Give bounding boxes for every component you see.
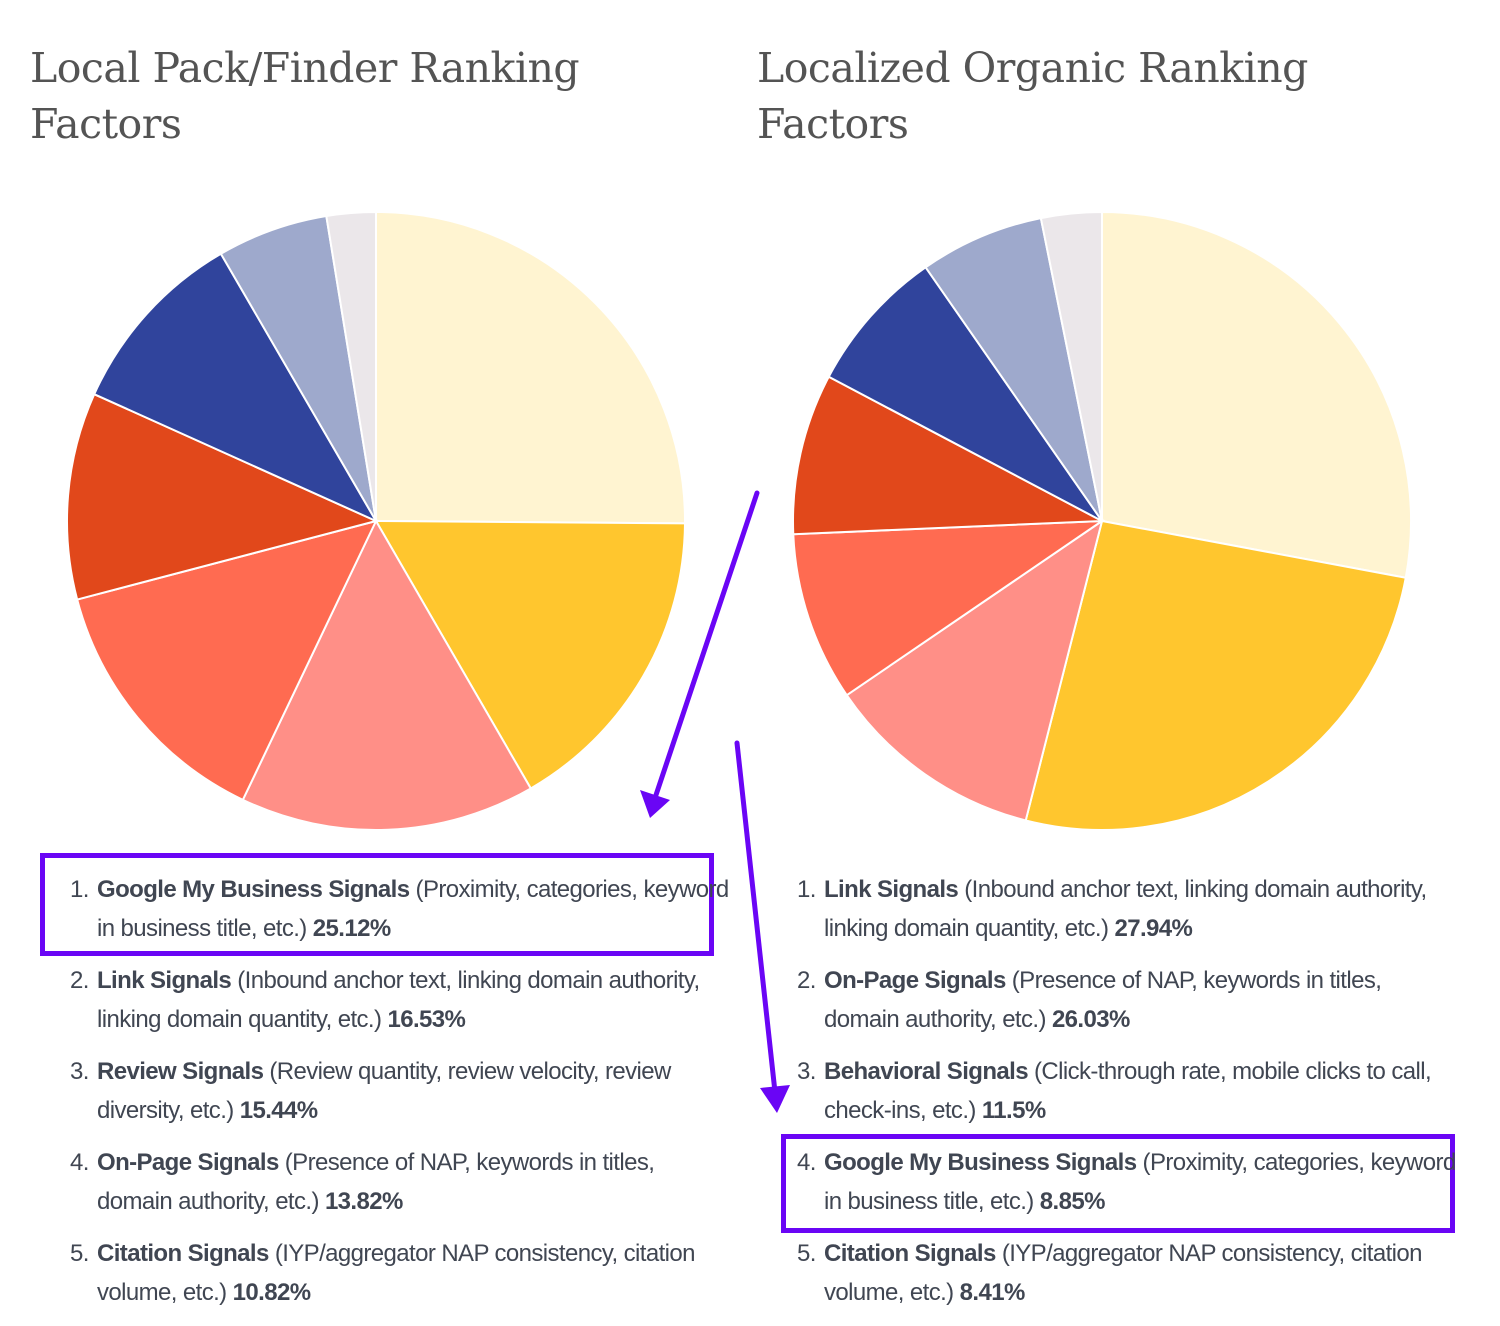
pie-slice-other-7 xyxy=(325,210,377,522)
list-item: 4. On-Page Signals (Presence of NAP, keyw… xyxy=(70,1143,730,1221)
item-desc: (Presence of NAP, keywords in titles, do… xyxy=(97,1149,655,1215)
item-name: On-Page Signals xyxy=(824,967,1006,994)
item-name: Google My Business Signals xyxy=(824,1149,1137,1176)
chart-title-local-pack: Local Pack/Finder Ranking Factors xyxy=(30,44,580,148)
item-name: Google My Business Signals xyxy=(97,876,410,903)
item-desc: (Inbound anchor text, linking domain aut… xyxy=(824,876,1427,942)
item-pct: 15.44% xyxy=(239,1097,318,1124)
list-item: 4. Google My Business Signals (Proximity,… xyxy=(797,1143,1457,1221)
list-item: 1. Google My Business Signals (Proximity,… xyxy=(70,870,730,948)
item-number: 5. xyxy=(70,1240,89,1267)
item-number: 2. xyxy=(70,967,89,994)
item-name: Behavioral Signals xyxy=(824,1058,1029,1085)
list-item: 2. On-Page Signals (Presence of NAP, keyw… xyxy=(797,961,1457,1039)
item-name: Citation Signals xyxy=(824,1240,996,1267)
list-item: 5. Citation Signals (IYP/aggregator NAP c… xyxy=(70,1234,730,1312)
pie-slice-google-my-business-signals xyxy=(792,519,1106,697)
pie-slice-link-signals xyxy=(1101,210,1412,579)
item-pct: 8.41% xyxy=(959,1279,1026,1306)
item-number: 1. xyxy=(70,876,89,903)
arrow-right xyxy=(734,740,790,1113)
pie-slice-review-signals xyxy=(241,518,533,831)
item-number: 2. xyxy=(797,967,816,994)
item-pct: 13.82% xyxy=(324,1188,403,1215)
factor-list-localized-organic: 1. Link Signals (Inbound anchor text, lin… xyxy=(797,870,1457,1325)
arrow-left xyxy=(640,490,760,818)
pie-slice-behavioral-signals xyxy=(845,518,1104,822)
item-pct: 8.85% xyxy=(1039,1188,1106,1215)
arrow-right-head xyxy=(760,1085,790,1113)
list-item: 2. Link Signals (Inbound anchor text, lin… xyxy=(70,961,730,1039)
item-desc: (Review quantity, review velocity, revie… xyxy=(97,1058,671,1124)
pie-slice-other-5 xyxy=(827,265,1103,522)
item-name: Link Signals xyxy=(97,967,232,994)
item-name: Link Signals xyxy=(824,876,959,903)
chart-title-localized-organic: Localized Organic Ranking Factors xyxy=(757,44,1308,148)
factor-list-local-pack: 1. Google My Business Signals (Proximity,… xyxy=(70,870,730,1325)
pie-slice-on-page-signals xyxy=(75,519,378,802)
list-item: 3. Behavioral Signals (Click-through rate… xyxy=(797,1052,1457,1130)
item-number: 1. xyxy=(797,876,816,903)
item-desc: (IYP/aggregator NAP consistency, citatio… xyxy=(97,1240,695,1306)
item-desc: (IYP/aggregator NAP consistency, citatio… xyxy=(824,1240,1422,1306)
item-pct: 16.53% xyxy=(387,1006,466,1033)
item-name: On-Page Signals xyxy=(97,1149,279,1176)
arrow-right-shaft xyxy=(734,740,778,1095)
item-pct: 27.94% xyxy=(1114,915,1193,942)
highlight-box-gmb-organic xyxy=(781,1134,1455,1233)
item-number: 3. xyxy=(70,1058,89,1085)
list-item: 3. Review Signals (Review quantity, revie… xyxy=(70,1052,730,1130)
pie-slice-other-7 xyxy=(1039,210,1103,522)
item-name: Review Signals xyxy=(97,1058,264,1085)
item-name: Citation Signals xyxy=(97,1240,269,1267)
item-desc: (Inbound anchor text, linking domain aut… xyxy=(97,967,700,1033)
list-item: 5. Citation Signals (IYP/aggregator NAP c… xyxy=(797,1234,1457,1312)
arrow-left-shaft xyxy=(653,490,760,798)
arrow-left-head xyxy=(640,790,670,818)
item-number: 4. xyxy=(70,1149,89,1176)
pie-slice-on-page-signals xyxy=(1024,519,1407,831)
pie-local-pack xyxy=(66,210,686,831)
item-desc: (Presence of NAP, keywords in titles, do… xyxy=(824,967,1382,1033)
list-item: 1. Link Signals (Inbound anchor text, lin… xyxy=(797,870,1457,948)
item-pct: 26.03% xyxy=(1051,1006,1130,1033)
pie-slice-link-signals xyxy=(374,519,686,790)
item-number: 5. xyxy=(797,1240,816,1267)
pie-slice-citation-signals xyxy=(66,392,379,601)
item-number: 4. xyxy=(797,1149,816,1176)
item-number: 3. xyxy=(797,1058,816,1085)
item-desc: (Proximity, categories, keyword in busin… xyxy=(824,1149,1456,1215)
pie-slice-other-6 xyxy=(924,216,1103,522)
pie-slice-google-my-business-signals xyxy=(375,210,686,525)
pie-localized-organic xyxy=(792,210,1412,831)
item-pct: 11.5% xyxy=(981,1097,1046,1124)
pie-slice-other-5 xyxy=(92,252,379,524)
item-desc: (Proximity, categories, keyword in busin… xyxy=(97,876,729,942)
pie-slice-citation-signals xyxy=(792,375,1106,536)
highlight-box-gmb-local xyxy=(40,853,714,956)
item-pct: 25.12% xyxy=(312,915,391,942)
item-pct: 10.82% xyxy=(232,1279,311,1306)
item-desc: (Click-through rate, mobile clicks to ca… xyxy=(824,1058,1432,1124)
